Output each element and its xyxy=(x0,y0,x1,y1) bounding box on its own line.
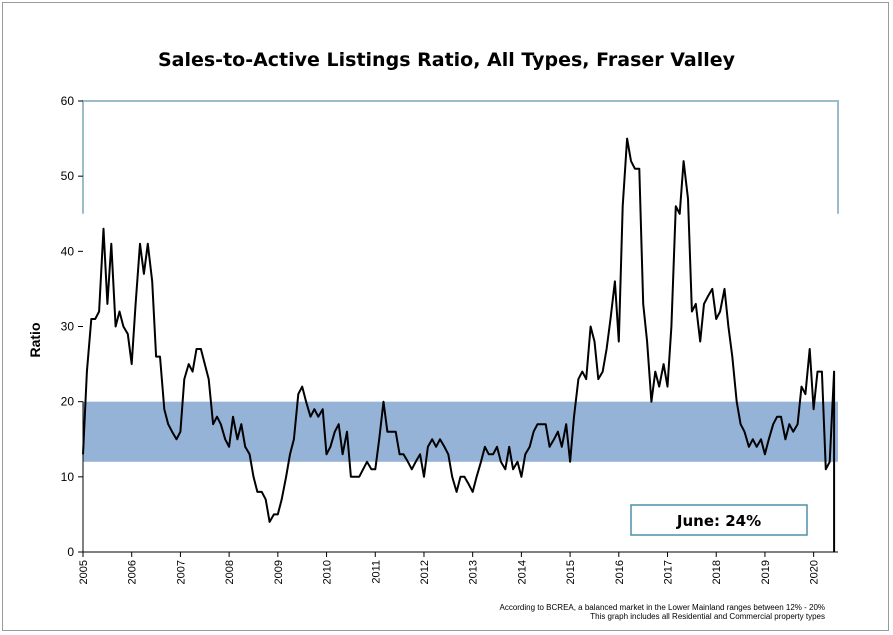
y-tick-label: 30 xyxy=(61,320,75,334)
footnote-line-1: According to BCREA, a balanced market in… xyxy=(499,603,825,612)
footnote-line-2: This graph includes all Residential and … xyxy=(590,612,825,621)
x-tick-label: 2016 xyxy=(614,560,626,584)
x-tick-label: 2010 xyxy=(322,560,334,584)
series-group xyxy=(82,137,836,552)
y-tick-label: 60 xyxy=(61,94,75,108)
plot-frame xyxy=(82,100,839,214)
x-tick-label: 2014 xyxy=(516,560,528,584)
y-axis: 0 10 20 30 40 50 60 xyxy=(61,94,84,559)
x-tick-label: 2015 xyxy=(565,560,577,584)
footnote: According to BCREA, a balanced market in… xyxy=(499,603,825,621)
x-tick-label: 2005 xyxy=(78,560,90,584)
x-tick-label: 2013 xyxy=(468,560,480,584)
x-tick-label: 2020 xyxy=(809,560,821,584)
y-tick-label: 10 xyxy=(61,470,75,484)
balanced-band xyxy=(83,401,838,462)
y-axis-label: Ratio xyxy=(27,323,43,358)
y-tick-label: 40 xyxy=(61,244,75,258)
y-tick-label: 20 xyxy=(61,395,75,409)
x-tick-label: 2008 xyxy=(224,560,236,584)
x-tick-label: 2007 xyxy=(175,560,187,584)
x-axis: 2005 2006 2007 2008 2009 2010 2011 2012 2013 2014… xyxy=(78,551,838,584)
x-tick-label: 2011 xyxy=(370,560,382,584)
annotation-text: June: 24% xyxy=(676,512,761,530)
x-tick-label: 2017 xyxy=(663,560,675,584)
annotation-box xyxy=(630,504,808,536)
x-tick-label: 2019 xyxy=(760,560,772,584)
x-tick-label: 2012 xyxy=(419,560,431,584)
y-tick-label: 0 xyxy=(67,545,74,559)
chart-title: Sales-to-Active Listings Ratio, All Type… xyxy=(157,49,736,71)
x-tick-label: 2009 xyxy=(273,560,285,584)
x-tick-label: 2018 xyxy=(711,560,723,584)
series-line xyxy=(82,137,836,552)
x-tick-label: 2006 xyxy=(127,560,139,584)
y-tick-label: 50 xyxy=(61,169,75,183)
